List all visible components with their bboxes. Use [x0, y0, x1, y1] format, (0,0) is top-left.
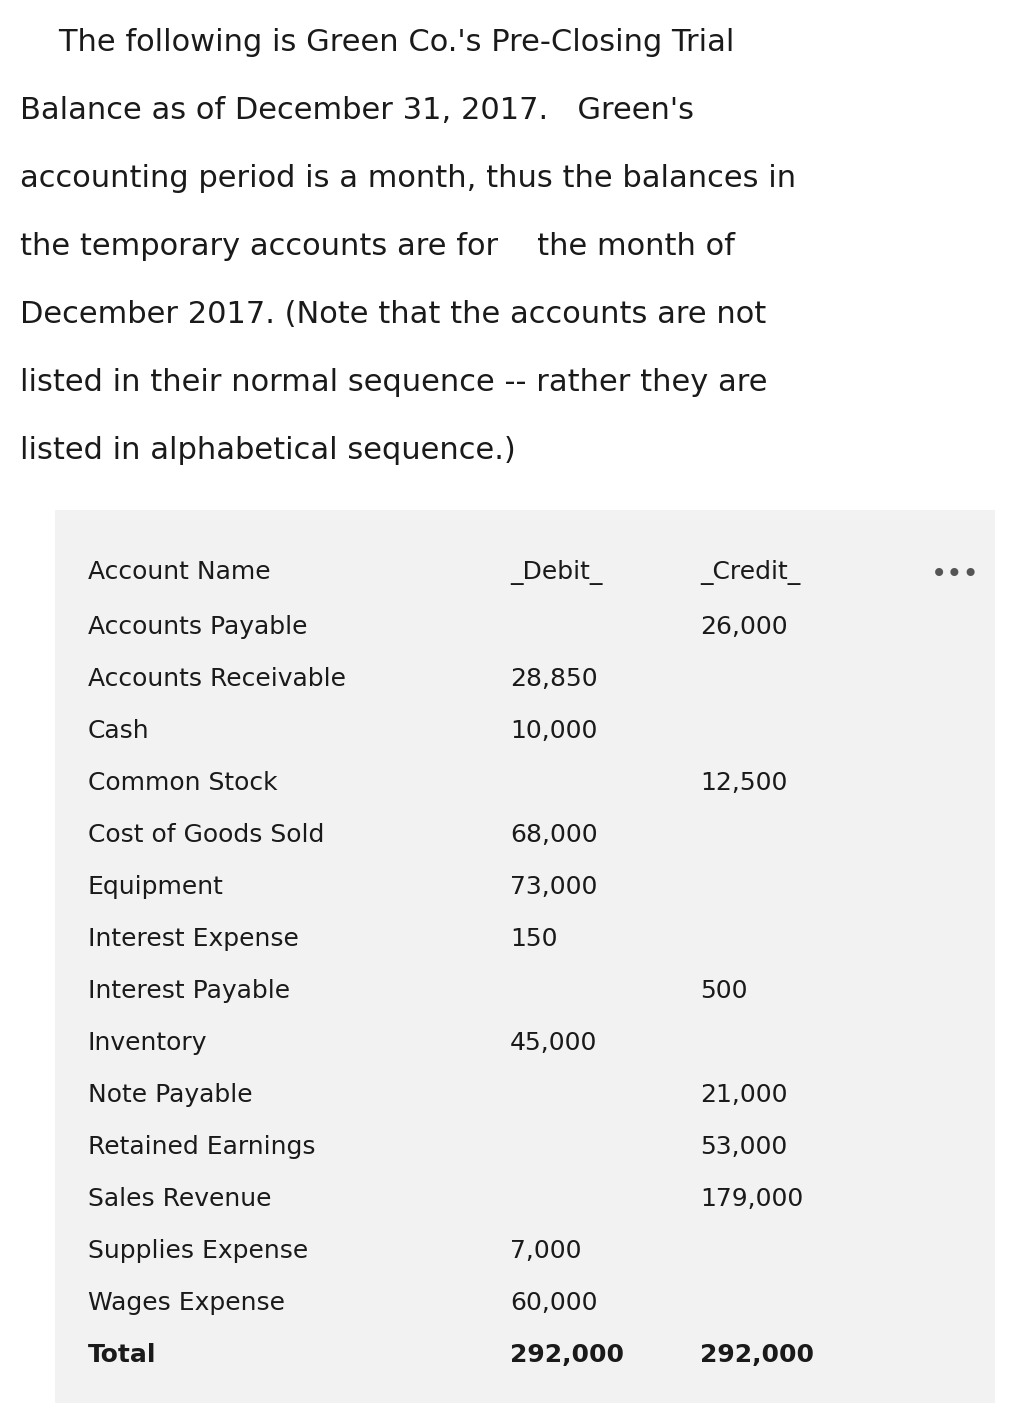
Text: 73,000: 73,000 [510, 875, 598, 899]
Text: 292,000: 292,000 [700, 1343, 814, 1367]
Text: accounting period is a month, thus the balances in: accounting period is a month, thus the b… [20, 164, 796, 194]
Text: •••: ••• [931, 560, 980, 588]
Text: Balance as of December 31, 2017.   Green's: Balance as of December 31, 2017. Green's [20, 95, 694, 125]
Text: Cost of Goods Sold: Cost of Goods Sold [88, 824, 324, 847]
Bar [55, 511, 995, 1403]
Text: 45,000: 45,000 [510, 1031, 598, 1055]
Text: 10,000: 10,000 [510, 718, 598, 744]
Text: the temporary accounts are for    the month of: the temporary accounts are for the month… [20, 231, 735, 261]
Text: Interest Expense: Interest Expense [88, 927, 298, 951]
Text: Accounts Payable: Accounts Payable [88, 615, 308, 638]
Text: Sales Revenue: Sales Revenue [88, 1187, 272, 1211]
Text: 292,000: 292,000 [510, 1343, 624, 1367]
Text: listed in their normal sequence -- rather they are: listed in their normal sequence -- rathe… [20, 368, 768, 397]
Text: _Debit_: _Debit_ [510, 560, 602, 585]
Text: Cash: Cash [88, 718, 149, 744]
Text: The following is Green Co.'s Pre-Closing Trial: The following is Green Co.'s Pre-Closing… [20, 28, 735, 58]
Text: _Credit_: _Credit_ [700, 560, 801, 585]
Text: Interest Payable: Interest Payable [88, 979, 290, 1003]
Text: 28,850: 28,850 [510, 666, 598, 692]
Text: Total: Total [88, 1343, 156, 1367]
Text: Note Payable: Note Payable [88, 1083, 253, 1107]
Text: 68,000: 68,000 [510, 824, 598, 847]
Text: listed in alphabetical sequence.): listed in alphabetical sequence.) [20, 436, 516, 464]
Text: Accounts Receivable: Accounts Receivable [88, 666, 346, 692]
Text: 7,000: 7,000 [510, 1239, 581, 1263]
Text: Retained Earnings: Retained Earnings [88, 1135, 316, 1159]
Text: Supplies Expense: Supplies Expense [88, 1239, 309, 1263]
Text: 26,000: 26,000 [700, 615, 787, 638]
Text: 21,000: 21,000 [700, 1083, 787, 1107]
Text: 12,500: 12,500 [700, 772, 787, 796]
Text: 60,000: 60,000 [510, 1291, 598, 1315]
Text: Account Name: Account Name [88, 560, 271, 584]
Text: Common Stock: Common Stock [88, 772, 278, 796]
Text: 179,000: 179,000 [700, 1187, 804, 1211]
Text: Wages Expense: Wages Expense [88, 1291, 285, 1315]
Text: 500: 500 [700, 979, 747, 1003]
Text: December 2017. (Note that the accounts are not: December 2017. (Note that the accounts a… [20, 300, 767, 328]
Text: 150: 150 [510, 927, 558, 951]
Text: Inventory: Inventory [88, 1031, 208, 1055]
Text: Equipment: Equipment [88, 875, 224, 899]
Text: 53,000: 53,000 [700, 1135, 787, 1159]
